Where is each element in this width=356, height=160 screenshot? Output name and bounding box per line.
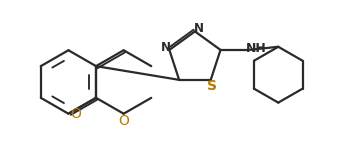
Text: O: O — [70, 107, 81, 121]
Text: O: O — [118, 114, 129, 128]
Text: N: N — [161, 41, 171, 54]
Text: N: N — [193, 22, 203, 36]
Text: S: S — [207, 79, 217, 93]
Text: NH: NH — [246, 42, 266, 55]
